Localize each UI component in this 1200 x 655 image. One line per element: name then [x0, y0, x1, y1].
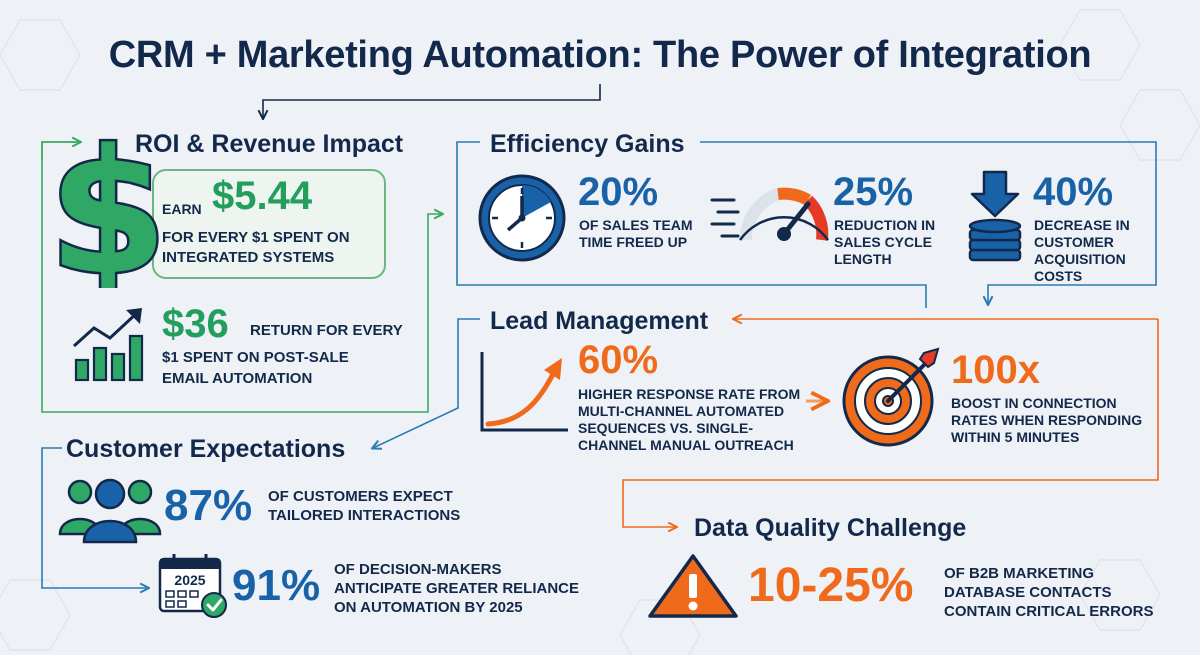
desc-line: CONTAIN CRITICAL ERRORS [944, 603, 1154, 620]
desc-line: of B2B MARKETING [944, 565, 1094, 582]
efficiency-value-3: 40% [1033, 170, 1114, 214]
desc-line: BOOST IN CONNECTION [951, 395, 1117, 411]
desc-line: of CUSTOMERS EXPECT [268, 488, 453, 505]
desc-line: of DECISION-MAKERS [334, 561, 502, 578]
earn-desc-line: INTEGRATED SYSTEMS [162, 249, 335, 266]
lead-value-2: 100x [951, 348, 1040, 392]
efficiency-value-1: 20% [578, 170, 659, 214]
data-quality-value: 10-25% [748, 559, 914, 612]
desc-line: SEQUENCES vs. SINGLE- [578, 420, 754, 436]
speedometer-icon [710, 187, 830, 241]
email-roi-description: $1 SPENT ON POST-SALE EMAIL AUTOMATION [162, 347, 349, 389]
target-icon [842, 347, 940, 447]
efficiency-desc-2: REDUCTION IN SALES CYCLE LENGTH [834, 217, 935, 268]
desc-line: HIGHER RESPONSE RATE from [578, 386, 801, 402]
desc-line: MULTI-CHANNEL AUTOMATED [578, 403, 785, 419]
customer-desc-2: of DECISION-MAKERS ANTICIPATE GREATER RE… [334, 560, 579, 617]
email-desc-line: EMAIL AUTOMATION [162, 370, 313, 387]
earn-prefix: EARN [162, 201, 202, 217]
data-quality-desc: of B2B MARKETING DATABASE CONTACTS CONTA… [944, 564, 1153, 621]
roi-section-title: ROI & Revenue Impact [135, 130, 404, 158]
lead-desc-2: BOOST IN CONNECTION RATES WHEN RESPONDIN… [951, 395, 1142, 446]
rising-curve-icon [480, 352, 568, 432]
growth-chart-icon [72, 308, 144, 382]
desc-line: DATABASE CONTACTS [944, 584, 1112, 601]
calendar-check-icon: 2025 [158, 554, 227, 618]
desc-line: ACQUISITION [1034, 251, 1126, 267]
customer-value-2: 91% [232, 561, 321, 610]
desc-line: WITHIN 5 MINUTES [951, 429, 1080, 445]
calendar-year: 2025 [174, 572, 205, 588]
clock-icon [478, 174, 566, 262]
desc-line: TIME FREED UP [579, 234, 688, 250]
svg-text:$: $ [54, 138, 162, 288]
desc-line: TAILORED INTERACTIONS [268, 507, 461, 524]
efficiency-desc-1: of SALES TEAM TIME FREED UP [579, 217, 693, 251]
efficiency-desc-3: DECREASE IN CUSTOMER ACQUISITION COSTS [1034, 217, 1130, 285]
email-roi-desc-1: RETURN FOR EVERY [250, 322, 403, 339]
desc-line: REDUCTION IN [834, 217, 936, 233]
earn-desc-line: for EVERY $1 SPENT ON [162, 229, 350, 246]
desc-line: LENGTH [834, 251, 892, 267]
efficiency-section-title: Efficiency Gains [490, 130, 685, 158]
desc-line: ANTICIPATE GREATER RELIANCE [334, 580, 580, 597]
desc-line: RATES WHEN RESPONDING [951, 412, 1143, 428]
lead-value-1: 60% [578, 338, 659, 382]
email-roi-value: $36 [162, 302, 229, 346]
dollar-sign-icon: $ [54, 138, 162, 288]
efficiency-value-2: 25% [833, 170, 914, 214]
page-title: CRM + Marketing Automation: The Power of… [108, 34, 1092, 76]
desc-line: SALES CYCLE [834, 234, 933, 250]
data-quality-section-title: Data Quality Challenge [694, 514, 967, 542]
earn-description: for EVERY $1 SPENT ON INTEGRATED SYSTEMS [162, 228, 350, 268]
desc-line: DECREASE IN [1034, 217, 1130, 233]
email-desc-line: $1 SPENT ON POST-SALE [162, 349, 349, 366]
desc-line: CUSTOMER [1034, 234, 1114, 250]
lead-desc-1: HIGHER RESPONSE RATE from MULTI-CHANNEL … [578, 386, 800, 454]
desc-line: ON AUTOMATION BY 2025 [334, 599, 523, 616]
customer-desc-1: of CUSTOMERS EXPECT TAILORED INTERACTION… [268, 487, 460, 525]
desc-line: of SALES TEAM [579, 217, 693, 233]
earn-highlight-box [152, 169, 386, 279]
lead-section-title: Lead Management [490, 307, 709, 335]
earn-value: $5.44 [212, 174, 313, 218]
customer-value-1: 87% [164, 481, 253, 530]
coins-down-icon [968, 170, 1022, 262]
desc-line: COSTS [1034, 268, 1083, 284]
people-icon [58, 478, 162, 544]
desc-line: CHANNEL MANUAL OUTREACH [578, 437, 794, 453]
customer-section-title: Customer Expectations [66, 435, 346, 463]
warning-icon [648, 554, 738, 618]
